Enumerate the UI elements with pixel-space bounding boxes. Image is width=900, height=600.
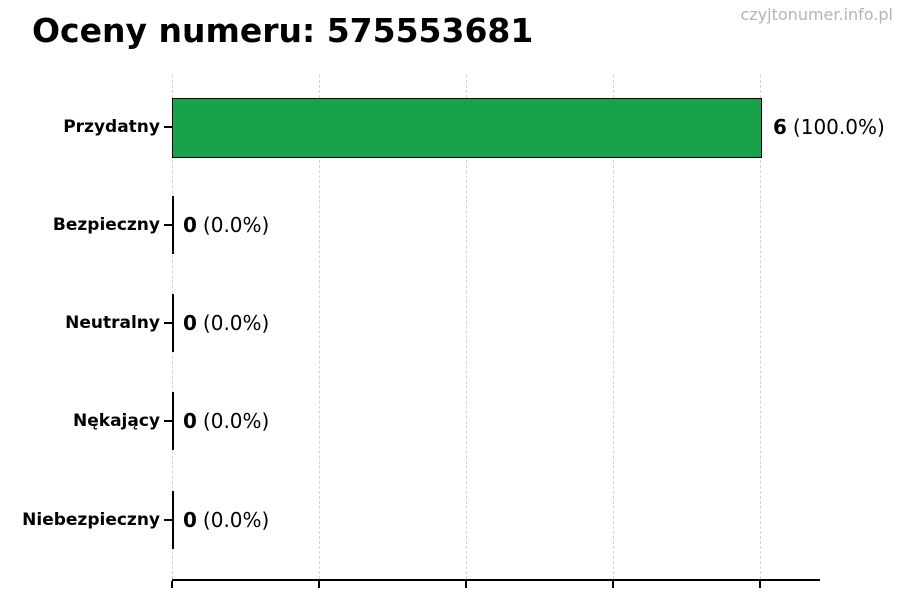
value-number: 0 (183, 409, 197, 433)
category-label-nekajacy: Nękający (73, 411, 160, 431)
value-percent: (0.0%) (202, 311, 270, 335)
value-label-przydatny: 6 (100.0%) (773, 115, 885, 139)
y-axis-tick (164, 224, 172, 226)
bar-niebezpieczny (172, 491, 174, 549)
x-axis-tick (612, 581, 614, 588)
x-axis-tick (171, 581, 173, 588)
x-axis-tick (465, 581, 467, 588)
category-label-neutralny: Neutralny (65, 313, 160, 333)
chart-title: Oceny numeru: 575553681 (32, 11, 534, 50)
gridline (319, 75, 320, 579)
value-number: 6 (773, 115, 787, 139)
value-label-niebezpieczny: 0 (0.0%) (183, 508, 269, 532)
value-label-bezpieczny: 0 (0.0%) (183, 213, 269, 237)
value-number: 0 (183, 508, 197, 532)
bar-nekajacy (172, 392, 174, 450)
bar-neutralny (172, 294, 174, 352)
value-percent: (100.0%) (792, 115, 885, 139)
y-axis-tick (164, 519, 172, 521)
value-percent: (0.0%) (202, 508, 270, 532)
y-axis-tick (164, 126, 172, 128)
x-axis-tick (759, 581, 761, 588)
value-number: 0 (183, 213, 197, 237)
gridline (466, 75, 467, 579)
value-label-neutralny: 0 (0.0%) (183, 311, 269, 335)
value-label-nekajacy: 0 (0.0%) (183, 409, 269, 433)
watermark-text: czyjtonumer.info.pl (740, 5, 894, 24)
gridline (613, 75, 614, 579)
category-label-niebezpieczny: Niebezpieczny (22, 510, 160, 530)
category-label-przydatny: Przydatny (63, 117, 160, 137)
x-axis-tick (318, 581, 320, 588)
y-axis-tick (164, 322, 172, 324)
bar-bezpieczny (172, 196, 174, 254)
y-axis-tick (164, 420, 172, 422)
value-number: 0 (183, 311, 197, 335)
gridline (760, 75, 761, 579)
category-label-bezpieczny: Bezpieczny (52, 215, 160, 235)
bar-przydatny (172, 98, 762, 158)
value-percent: (0.0%) (202, 409, 270, 433)
value-percent: (0.0%) (202, 213, 270, 237)
